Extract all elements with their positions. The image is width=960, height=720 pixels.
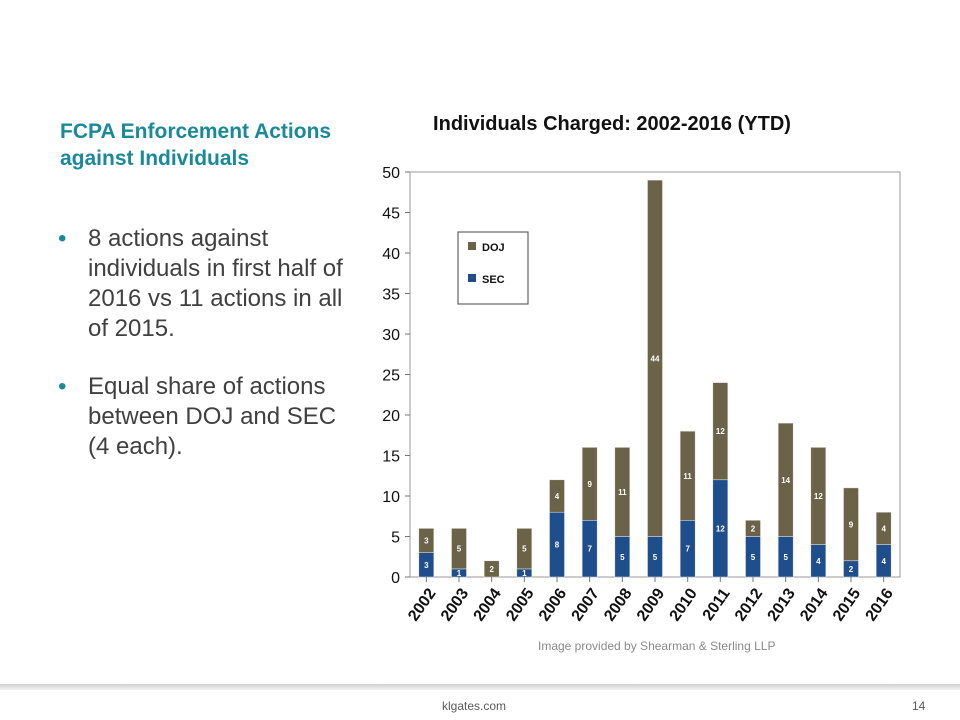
x-tick-label: 2009 [634, 585, 668, 624]
bullet-glyph: • [58, 373, 67, 400]
x-tick-label: 2005 [503, 585, 537, 624]
image-credit: Image provided by Shearman & Sterling LL… [538, 639, 776, 653]
data-label: 7 [587, 545, 592, 554]
bar-segment-doj [418, 528, 435, 553]
y-tick-label: 35 [382, 287, 400, 304]
data-label: 4 [881, 557, 886, 566]
x-tick-label: 2010 [667, 585, 701, 624]
footer-site: klgates.com [442, 699, 507, 713]
x-tick-label: 2014 [797, 585, 831, 624]
x-tick-label: 2016 [863, 585, 897, 624]
bar-segment-doj [843, 487, 859, 562]
data-label: 5 [620, 553, 625, 562]
bullet-text: Equal share of actions between DOJ and S… [88, 373, 337, 460]
bar-segment-doj [810, 447, 827, 545]
bar-segment-doj [875, 511, 892, 545]
y-tick-label: 50 [382, 165, 400, 182]
x-tick-label: 2011 [700, 585, 734, 623]
x-tick-label: 2007 [569, 585, 603, 624]
y-tick-label: 5 [391, 530, 400, 547]
legend-label: DOJ [482, 242, 505, 254]
bar-segment-doj [614, 447, 631, 537]
stacked-bar-chart: Individuals Charged: 2002-2016 (YTD) 0 5 10… [382, 113, 901, 624]
data-label: 4 [881, 524, 886, 533]
bar-segment-doj [451, 528, 467, 570]
y-tick-label: 20 [382, 408, 400, 425]
bullet-item: • Equal share of actions between DOJ and… [58, 372, 358, 462]
x-tick-label: 2002 [405, 585, 439, 624]
data-label: 9 [587, 480, 592, 489]
x-tick-label: 2012 [732, 585, 766, 624]
data-label: 12 [716, 427, 725, 436]
data-label: 5 [522, 545, 527, 554]
bar-segment-doj [777, 422, 794, 537]
data-label: 4 [816, 557, 821, 566]
data-label: 11 [683, 472, 692, 481]
bar-segment-doj [679, 430, 696, 521]
x-tick-label: 2013 [765, 585, 799, 624]
x-tick-label: 2008 [601, 585, 635, 624]
data-label: 8 [555, 541, 560, 550]
x-tick-label: 2006 [536, 585, 570, 624]
data-label: 12 [814, 492, 823, 501]
legend-label: SEC [482, 274, 505, 286]
data-label: 2 [751, 524, 756, 533]
bar-segment-doj [647, 179, 663, 537]
y-tick-label: 30 [382, 327, 400, 344]
bullet-glyph: • [58, 225, 67, 252]
bullet-item: • 8 actions against individuals in first… [58, 224, 358, 344]
data-label: 3 [424, 537, 429, 546]
bar-segment-doj [712, 382, 729, 481]
bullet-text: 8 actions against individuals in first h… [88, 225, 343, 342]
bullet-list: • 8 actions against individuals in first… [58, 224, 358, 490]
bar-segment-doj [745, 520, 761, 537]
bar-segment-doj [516, 528, 533, 570]
chart-title: Individuals Charged: 2002-2016 (YTD) [433, 113, 791, 135]
data-label: 2 [849, 565, 854, 574]
y-tick-label: 25 [382, 368, 400, 385]
data-label: 12 [716, 524, 725, 533]
data-label: 1 [457, 569, 462, 578]
legend-swatch-doj [468, 242, 476, 250]
footer-divider [0, 684, 960, 690]
y-tick-label: 10 [382, 489, 400, 506]
data-label: 2 [489, 565, 494, 574]
data-label: 44 [651, 354, 660, 363]
data-label: 14 [781, 476, 790, 485]
data-label: 4 [555, 492, 560, 501]
data-label: 1 [522, 569, 527, 578]
data-label: 5 [751, 553, 756, 562]
y-tick-label: 0 [391, 570, 400, 587]
bar-segment-doj [549, 479, 565, 513]
data-label: 11 [618, 488, 627, 497]
page-number: 14 [912, 699, 926, 713]
y-tick-label: 15 [382, 449, 400, 466]
data-label: 5 [653, 553, 658, 562]
data-label: 5 [783, 553, 788, 562]
x-tick-label: 2015 [830, 585, 864, 624]
bar-segment-doj [581, 447, 598, 521]
data-label: 7 [685, 545, 690, 554]
y-tick-label: 40 [382, 246, 400, 263]
legend-swatch-sec [468, 274, 476, 282]
x-tick-label: 2003 [438, 585, 472, 624]
data-label: 3 [424, 561, 429, 570]
data-label: 9 [849, 520, 854, 529]
x-tick-label: 2004 [471, 585, 505, 624]
y-tick-label: 45 [382, 206, 400, 223]
slide-heading: FCPA Enforcement Actions against Individ… [60, 120, 332, 170]
data-label: 5 [457, 545, 462, 554]
